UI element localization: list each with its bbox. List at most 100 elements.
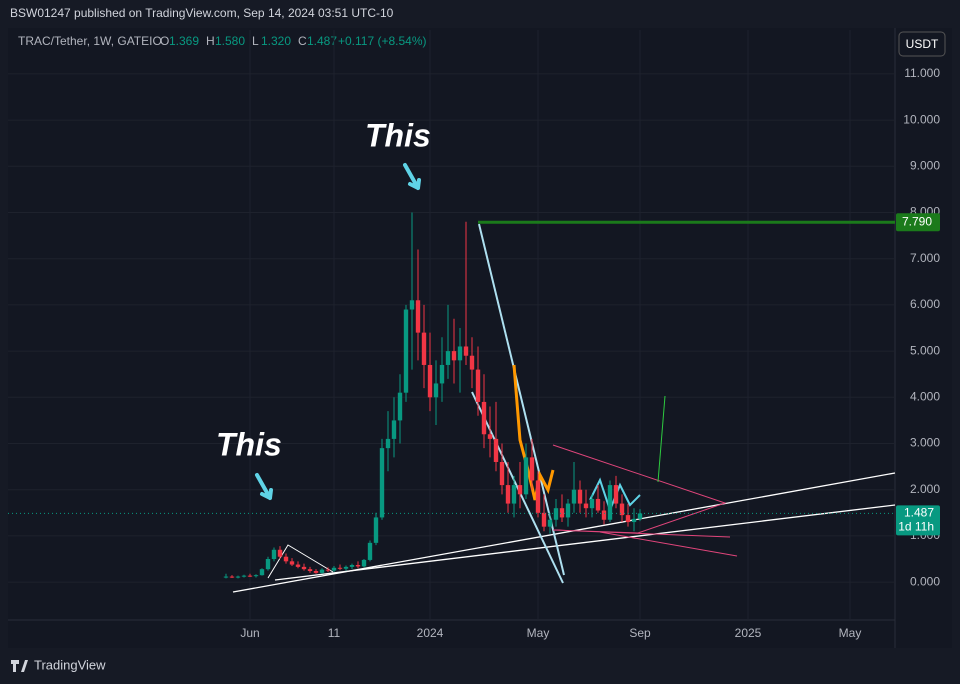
- triangle: [267, 544, 334, 579]
- candle-body: [349, 565, 355, 567]
- x-tick-label: May: [527, 626, 550, 640]
- x-tick-label: 2024: [417, 626, 444, 640]
- y-tick-label: 4.000: [910, 389, 940, 403]
- legend-key: H: [206, 34, 215, 48]
- candle-body: [511, 485, 517, 504]
- y-tick-label: 3.000: [910, 436, 940, 450]
- candle-body: [559, 508, 565, 518]
- candle-body: [469, 355, 475, 370]
- candle-body: [355, 565, 361, 567]
- candle-body: [259, 569, 265, 576]
- candle-body: [613, 485, 619, 504]
- ohlc-legend: O 1.369 H 1.580 L 1.320 C 1.487 +0.117 (+8.54%): [160, 34, 427, 48]
- candle-body: [421, 332, 427, 365]
- x-tick-label: 2025: [735, 626, 762, 640]
- candle-body: [283, 556, 289, 562]
- candle-body: [265, 559, 271, 570]
- level-badge: [896, 213, 940, 232]
- candle-body: [277, 549, 283, 557]
- candle-body: [331, 567, 337, 571]
- candle-body: [595, 498, 601, 511]
- candle-body: [625, 515, 631, 523]
- candle-body: [607, 485, 613, 520]
- y-tick-label: 9.000: [910, 158, 940, 172]
- candle-body: [505, 485, 511, 504]
- y-tick-label: 7.000: [910, 251, 940, 265]
- countdown: 1d 11h: [898, 520, 934, 534]
- candle-body: [247, 575, 253, 577]
- candle-body: [475, 369, 481, 402]
- y-tick-label: 10.000: [903, 112, 940, 126]
- candle-body: [577, 489, 583, 504]
- candle-body: [385, 438, 391, 449]
- legend-change: +0.117 (+8.54%): [338, 34, 427, 48]
- candle-body: [313, 571, 319, 573]
- candle-body: [457, 346, 463, 361]
- arrow: [255, 473, 273, 500]
- brand: TradingView: [34, 657, 106, 672]
- candle-body: [319, 569, 325, 573]
- candle-body: [391, 420, 397, 439]
- candle-body: [499, 461, 505, 486]
- candle-body: [229, 576, 235, 578]
- candle-body: [451, 351, 457, 361]
- candle-body: [529, 457, 535, 481]
- y-tick-label: 6.000: [910, 297, 940, 311]
- zigzag: [512, 364, 555, 501]
- candle-body: [571, 489, 577, 504]
- currency[interactable]: USDT: [906, 37, 939, 51]
- candle-body: [409, 300, 415, 310]
- candle-body: [343, 566, 349, 569]
- pane: [8, 28, 952, 648]
- legend-key: L: [252, 34, 259, 48]
- price-label: 1.487: [904, 506, 934, 520]
- candle-body: [361, 559, 367, 567]
- x-tick-label: Jun: [240, 626, 259, 640]
- candle-body: [241, 575, 247, 577]
- legend-key: O: [160, 34, 169, 48]
- drawings: [232, 163, 896, 593]
- candle-body: [619, 503, 625, 516]
- legend-value: 1.369: [169, 34, 199, 48]
- candle-body: [553, 508, 559, 520]
- legend-key: C: [298, 34, 307, 48]
- candle-body: [295, 564, 301, 567]
- candle-body: [637, 513, 643, 519]
- currency-button[interactable]: [898, 31, 946, 57]
- candle-body: [301, 566, 307, 570]
- y-tick-label: 2.000: [910, 482, 940, 496]
- candle-body: [427, 364, 433, 398]
- candle-body: [583, 503, 589, 509]
- level-label: 7.790: [902, 214, 932, 228]
- candle-body: [535, 480, 541, 513]
- logo: [11, 660, 28, 672]
- candle-body: [565, 503, 571, 518]
- legend-value: 1.580: [215, 34, 245, 48]
- y-tick-label: 0.000: [910, 574, 940, 588]
- candle-body: [325, 569, 331, 571]
- candle-body: [433, 383, 439, 398]
- x-tick-label: May: [839, 626, 862, 640]
- price-badge: [896, 505, 940, 536]
- candle-body: [373, 517, 379, 543]
- symbol: TRAC/Tether, 1W, GATEIO: [18, 34, 162, 48]
- candle-body: [307, 569, 313, 572]
- candle-body: [541, 512, 547, 527]
- candle-body: [397, 392, 403, 421]
- legend-value: 1.320: [261, 34, 291, 48]
- candle-body: [439, 364, 445, 384]
- candle-body: [601, 510, 607, 520]
- candle-body: [235, 576, 241, 578]
- candle-body: [337, 567, 343, 569]
- candle-body: [463, 346, 469, 356]
- candle-body: [223, 576, 229, 578]
- candle-body: [493, 438, 499, 462]
- candle-body: [253, 575, 259, 577]
- header: BSW01247 published on TradingView.com, S…: [10, 6, 394, 20]
- candle-body: [415, 300, 421, 333]
- y-tick-label: 5.000: [910, 343, 940, 357]
- annotation: This: [365, 117, 431, 153]
- candle-body: [403, 309, 409, 393]
- candle-body: [487, 434, 493, 439]
